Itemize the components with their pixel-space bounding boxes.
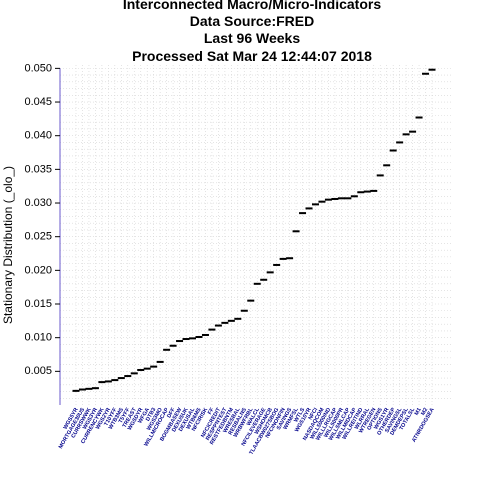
data-point [409, 130, 417, 133]
data-point [163, 348, 171, 351]
data-point [299, 212, 307, 215]
data-point [363, 190, 371, 193]
data-point [156, 360, 164, 363]
title-line-2: Data Source:FRED [190, 13, 314, 29]
y-tick-label: 0.010 [24, 332, 52, 344]
x-tick-label: M1 [414, 407, 423, 417]
data-points [72, 68, 436, 392]
x-tick-label: FF [207, 406, 216, 415]
data-point [389, 149, 397, 152]
data-point [227, 319, 235, 322]
data-point [169, 344, 177, 347]
y-axis-label: Stationary Distribution (_olo_) [1, 166, 15, 324]
title-line-3: Last 96 Weeks [204, 30, 300, 46]
data-point [91, 387, 99, 390]
data-point [247, 299, 255, 302]
data-point [98, 381, 106, 384]
data-point [130, 372, 138, 375]
data-point [422, 72, 430, 75]
data-point [104, 380, 112, 383]
data-point [201, 333, 209, 336]
data-point [260, 278, 268, 281]
data-point [370, 189, 378, 192]
y-tick-label: 0.045 [24, 96, 52, 108]
data-point [78, 388, 86, 391]
data-point [383, 164, 391, 167]
data-point [195, 336, 203, 338]
data-point [234, 317, 242, 320]
data-point [117, 377, 125, 380]
data-point [240, 309, 248, 312]
data-point [214, 324, 222, 327]
y-tick-label: 0.020 [24, 264, 52, 276]
data-point [273, 263, 281, 266]
data-point [182, 338, 190, 341]
data-point [318, 200, 326, 203]
data-point [415, 116, 423, 119]
data-point [311, 203, 319, 206]
data-point [292, 230, 300, 233]
data-point [137, 368, 145, 371]
data-point [221, 321, 229, 324]
data-point [357, 191, 365, 194]
data-point [286, 257, 294, 260]
data-point [253, 282, 261, 285]
data-point [176, 340, 184, 343]
y-axis-ticks: 0.005 0.010 0.015 0.020 0.025 0.030 0.035 0.040… [24, 62, 60, 377]
title-line-4: Processed Sat Mar 24 12:44:07 2018 [132, 48, 372, 64]
x-tick-label: DFF [166, 406, 177, 419]
data-point [85, 387, 93, 390]
data-point [143, 367, 151, 370]
data-point [266, 271, 274, 274]
x-tick-label: M2 [420, 407, 429, 417]
data-point [305, 207, 313, 210]
data-point [396, 141, 404, 144]
title-line-1: Interconnected Macro/Micro-Indicators [123, 0, 381, 12]
y-tick-label: 0.035 [24, 163, 52, 175]
y-tick-label: 0.005 [24, 365, 52, 377]
data-point [189, 337, 197, 340]
data-point [72, 389, 80, 392]
data-point [350, 195, 358, 198]
data-point [376, 174, 384, 177]
data-point [331, 197, 339, 200]
y-tick-label: 0.015 [24, 298, 52, 310]
x-axis-labels: WGS5YRMORTGAGE30USCURRSWWKWGS3YRCURRENCY… [58, 406, 436, 456]
y-tick-label: 0.025 [24, 231, 52, 243]
data-point [150, 365, 158, 368]
data-point [324, 198, 332, 201]
data-point [279, 257, 287, 260]
x-tick-label: NFCI [308, 407, 320, 422]
y-tick-label: 0.030 [24, 197, 52, 209]
y-tick-label: 0.040 [24, 130, 52, 142]
data-point [337, 197, 345, 200]
y-tick-label: 0.050 [24, 62, 52, 74]
data-point [344, 197, 352, 200]
data-point [124, 375, 132, 378]
data-point [208, 328, 216, 331]
data-point [428, 68, 436, 71]
chart-title: Interconnected Macro/Micro-Indicators Da… [123, 0, 381, 64]
data-point [111, 379, 119, 382]
data-point [402, 133, 410, 136]
